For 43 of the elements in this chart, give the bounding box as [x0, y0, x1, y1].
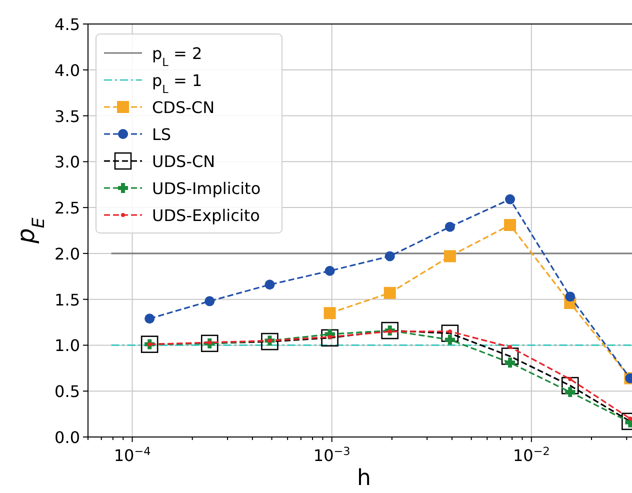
point: [200, 334, 218, 352]
x-tick-label: 10$^{−3}$: [313, 444, 350, 465]
legend-label: UDS-Explicito: [152, 206, 260, 225]
point: [321, 329, 338, 347]
y-tick-label: 4.0: [54, 60, 80, 80]
point: [505, 358, 516, 368]
x-axis-title: h: [357, 466, 371, 491]
point: [508, 345, 512, 350]
legend-label: UDS-Implicito: [152, 179, 261, 198]
point: [261, 332, 278, 350]
point: [444, 222, 455, 232]
point: [144, 314, 155, 324]
point: [204, 296, 215, 306]
y-tick-label: 2.5: [54, 198, 80, 218]
point: [384, 251, 395, 262]
point: [565, 292, 576, 302]
y-tick-label: 1.5: [54, 290, 80, 310]
x-tick-label: 10$^{−4}$: [114, 444, 151, 465]
point: [505, 194, 516, 204]
y-tick-label: 2.0: [54, 244, 80, 264]
legend-label: p$_{L}$ = 1: [152, 71, 202, 96]
point: [565, 387, 576, 398]
point: [501, 348, 519, 365]
y-tick-label: 0.5: [54, 382, 80, 402]
point: [441, 324, 459, 342]
legend-label: CDS-CN: [152, 98, 215, 117]
legend-label: LS: [152, 125, 172, 144]
y-tick-label: 3.5: [54, 106, 80, 126]
point: [324, 266, 335, 276]
legend-label: p$_{L}$ = 2: [152, 44, 202, 68]
point: [628, 416, 632, 421]
point: [568, 377, 572, 382]
point: [264, 280, 275, 290]
point: [444, 334, 455, 345]
y-tick-label: 4.5: [54, 15, 80, 34]
y-tick-label: 3.0: [54, 152, 80, 172]
y-tick-label: 1.0: [54, 336, 80, 356]
y-tick-label: 0.0: [54, 428, 80, 447]
x-tick-label: 10$^{−2}$: [512, 444, 550, 465]
point: [381, 322, 399, 340]
legend-label: UDS-CN: [152, 152, 216, 171]
point: [140, 336, 158, 353]
point: [561, 376, 579, 394]
